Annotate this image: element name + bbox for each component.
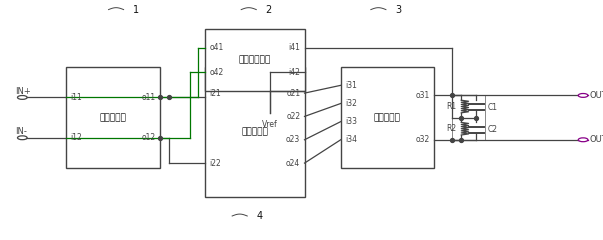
Text: o21: o21 (286, 89, 300, 98)
Text: IN+: IN+ (15, 87, 31, 96)
Text: Vref: Vref (262, 120, 277, 129)
Bar (66, 67, 160, 168)
Text: i42: i42 (288, 68, 300, 77)
Text: o41: o41 (209, 43, 224, 52)
Text: i11: i11 (71, 93, 82, 102)
Text: o23: o23 (286, 135, 300, 144)
Text: 3: 3 (395, 5, 401, 15)
Text: IN-: IN- (15, 127, 27, 136)
Text: 运放输入级: 运放输入级 (99, 113, 127, 122)
Text: i41: i41 (288, 43, 300, 52)
Text: i32: i32 (345, 99, 357, 108)
Circle shape (17, 136, 27, 140)
Text: i34: i34 (345, 135, 357, 144)
Bar (452, 96, 485, 140)
Text: o42: o42 (209, 68, 224, 77)
Text: C2: C2 (487, 125, 497, 134)
Text: o24: o24 (286, 159, 300, 168)
Text: 1: 1 (133, 5, 139, 15)
Text: o32: o32 (415, 135, 430, 144)
Text: o12: o12 (142, 133, 156, 142)
Text: i33: i33 (345, 117, 357, 126)
Text: o22: o22 (286, 112, 300, 121)
Text: 运放输出级: 运放输出级 (374, 113, 401, 122)
Text: R2: R2 (446, 124, 456, 133)
Text: C1: C1 (487, 103, 497, 112)
Text: i22: i22 (209, 159, 221, 168)
Text: o31: o31 (415, 91, 430, 100)
Text: 共模反馈模块: 共模反馈模块 (239, 55, 271, 65)
Text: 运放中间级: 运放中间级 (241, 127, 268, 137)
Text: 4: 4 (256, 211, 262, 221)
Text: OUT+: OUT+ (590, 135, 603, 144)
Text: i12: i12 (71, 133, 82, 142)
Text: o11: o11 (142, 93, 156, 102)
Text: i21: i21 (209, 89, 221, 98)
Text: OUT-: OUT- (590, 91, 603, 100)
Circle shape (17, 96, 27, 99)
Text: 2: 2 (265, 5, 271, 15)
Text: R1: R1 (446, 102, 456, 111)
Circle shape (578, 94, 588, 97)
Bar (205, 29, 305, 91)
Bar (205, 67, 305, 197)
Circle shape (578, 138, 588, 142)
Bar (341, 67, 434, 168)
Text: i31: i31 (345, 81, 357, 90)
